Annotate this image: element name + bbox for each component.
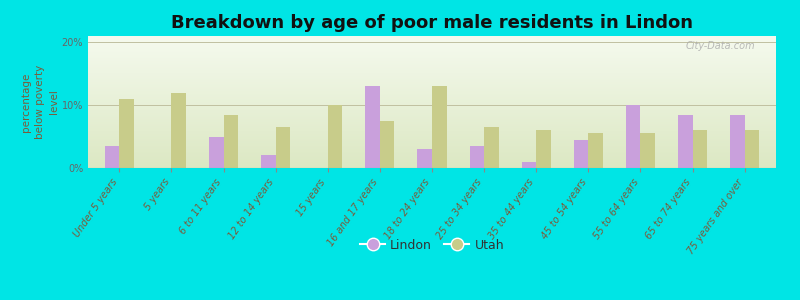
Bar bbox=[261, 155, 276, 168]
Bar bbox=[171, 93, 186, 168]
Bar bbox=[693, 130, 707, 168]
Bar bbox=[209, 136, 223, 168]
Legend: Lindon, Utah: Lindon, Utah bbox=[355, 234, 509, 257]
Bar bbox=[641, 134, 655, 168]
Bar bbox=[626, 105, 641, 168]
Text: City-Data.com: City-Data.com bbox=[686, 41, 755, 51]
Bar bbox=[328, 105, 342, 168]
Title: Breakdown by age of poor male residents in Lindon: Breakdown by age of poor male residents … bbox=[171, 14, 693, 32]
Bar bbox=[745, 130, 759, 168]
Bar bbox=[588, 134, 603, 168]
Bar bbox=[484, 127, 498, 168]
Bar bbox=[366, 86, 380, 168]
Bar bbox=[678, 115, 693, 168]
Bar bbox=[432, 86, 446, 168]
Bar bbox=[470, 146, 484, 168]
Bar bbox=[522, 162, 536, 168]
Bar bbox=[119, 99, 134, 168]
Bar bbox=[380, 121, 394, 168]
Bar bbox=[730, 115, 745, 168]
Bar bbox=[223, 115, 238, 168]
Bar bbox=[276, 127, 290, 168]
Bar bbox=[574, 140, 588, 168]
Bar bbox=[536, 130, 551, 168]
Bar bbox=[418, 149, 432, 168]
Bar bbox=[105, 146, 119, 168]
Y-axis label: percentage
below poverty
level: percentage below poverty level bbox=[21, 65, 59, 139]
